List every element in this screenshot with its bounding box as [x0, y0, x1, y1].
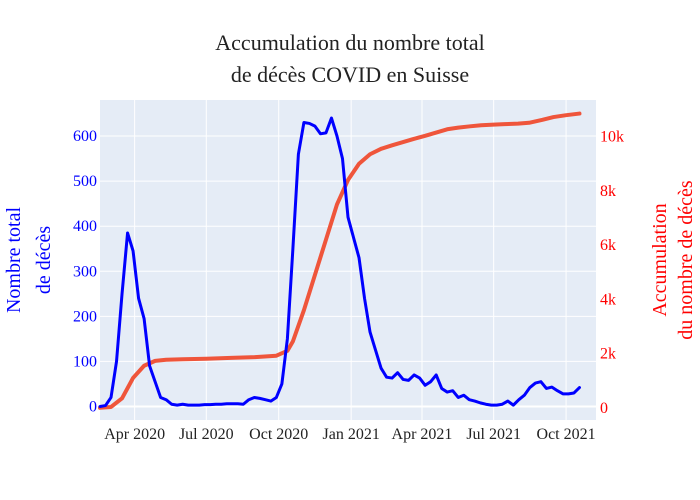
y-right-axis-title: Accumulation du nombre de décès: [649, 180, 697, 340]
y-left-title-line-2: de décès: [33, 226, 55, 295]
series-line-cumulative-deaths: [98, 111, 582, 410]
x-tick-label: Oct 2020: [249, 426, 308, 443]
y-left-tick-label: 500: [73, 173, 97, 190]
y-left-title-line-1: Nombre total: [3, 207, 25, 314]
x-tick-label: Apr 2021: [392, 426, 453, 443]
x-gridlines: [134, 100, 567, 420]
y-left-tick-label: 100: [73, 353, 97, 370]
y-left-tick-label: 400: [73, 218, 97, 235]
y-left-tick-label: 0: [89, 398, 97, 415]
y-right-tick-label: 2k: [600, 346, 616, 363]
y-right-tick-label: 8k: [600, 183, 616, 200]
chart-title-line-1: Accumulation du nombre total: [215, 30, 484, 55]
y-left-axis-title: Nombre total de décès: [3, 207, 55, 314]
x-axis-ticks: Apr 2020 Jul 2020 Oct 2020 Jan 2021 Apr 2021…: [104, 426, 595, 443]
plot-area: [100, 100, 596, 420]
x-tick-label: Jan 2021: [322, 426, 379, 443]
chart-title-line-2: de décès COVID en Suisse: [231, 62, 469, 87]
y-right-tick-label: 4k: [600, 291, 616, 308]
y-right-title-line-1: Accumulation: [649, 203, 671, 316]
series-layer: [98, 111, 582, 410]
y-left-axis-ticks: 0 100 200 300 400 500 600: [73, 128, 97, 415]
y-left-tick-label: 300: [73, 263, 97, 280]
y-right-tick-label: 10k: [600, 129, 624, 146]
x-tick-label: Apr 2020: [104, 426, 165, 443]
y-left-tick-label: 600: [73, 128, 97, 145]
x-tick-label: Jul 2020: [179, 426, 234, 443]
y-right-tick-label: 0: [600, 400, 608, 417]
y-left-tick-label: 200: [73, 308, 97, 325]
y-right-axis-ticks: 0 2k 4k 6k 8k 10k: [600, 129, 624, 417]
y-right-tick-label: 6k: [600, 237, 616, 254]
series-line-weekly-deaths: [98, 116, 581, 408]
y-right-title-line-2: du nombre de décès: [675, 180, 697, 340]
x-tick-label: Jul 2021: [466, 426, 521, 443]
x-tick-label: Oct 2021: [537, 426, 596, 443]
